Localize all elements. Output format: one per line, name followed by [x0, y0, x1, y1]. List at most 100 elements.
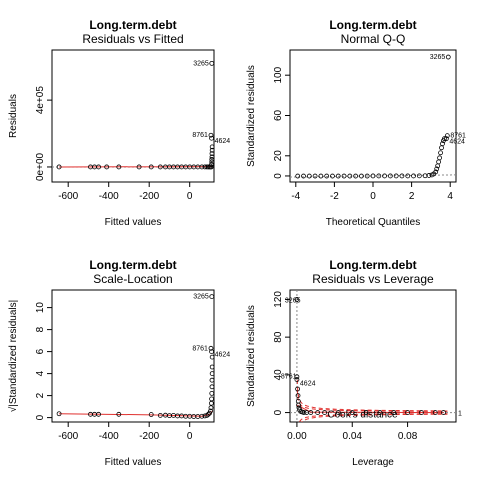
data-point — [104, 164, 110, 170]
y-tick-label: 4e+05 — [35, 86, 46, 115]
data-point — [148, 164, 154, 170]
data-point — [364, 173, 370, 179]
data-point — [116, 411, 122, 417]
y-tick-label: 0e+00 — [35, 152, 46, 181]
plot-frame — [289, 289, 457, 423]
x-tick-label: -200 — [139, 431, 159, 442]
data-point — [436, 159, 442, 165]
data-point — [301, 410, 307, 415]
y-tick-label: 6 — [35, 348, 46, 354]
outlier-label: 4624 — [215, 138, 231, 145]
x-tick-label: 2 — [409, 191, 415, 202]
cooks-contour-upper — [296, 379, 448, 412]
x-tick-label: 0 — [187, 431, 193, 442]
data-point — [405, 173, 411, 179]
data-point — [411, 173, 416, 179]
data-point — [359, 173, 364, 179]
data-point — [208, 405, 214, 411]
data-point — [56, 164, 62, 170]
y-tick-label: 8 — [35, 326, 46, 332]
chart-subtitle: Residuals vs Leverage — [312, 272, 434, 286]
data-point — [207, 410, 212, 416]
data-point — [116, 164, 122, 170]
plot-area — [290, 290, 456, 422]
outlier-label: 3265 — [193, 60, 209, 67]
data-point — [322, 410, 327, 415]
x-axis-label: Leverage — [352, 457, 394, 468]
y-tick-label: 100 — [273, 66, 284, 83]
y-tick-label: 4 — [35, 370, 46, 376]
data-point — [209, 349, 214, 355]
data-point — [208, 345, 214, 351]
x-axis-label: Fitted values — [105, 457, 162, 468]
data-point — [209, 157, 214, 162]
outlier-label: 8761 — [281, 374, 297, 381]
data-point — [318, 173, 324, 179]
x-tick-label: -400 — [99, 191, 119, 202]
outlier-label: 8761 — [450, 133, 466, 140]
chart-subtitle: Residuals vs Fitted — [82, 32, 183, 46]
x-tick-label: 0 — [370, 191, 376, 202]
y-axis-label: Residuals — [8, 94, 19, 138]
data-point — [440, 141, 445, 147]
data-point — [157, 412, 163, 418]
x-tick-label: 4 — [447, 191, 453, 202]
smooth-line — [59, 410, 213, 417]
data-point — [209, 154, 214, 160]
data-point — [444, 133, 450, 139]
data-point — [353, 173, 359, 179]
data-point — [209, 162, 214, 167]
x-tick-label: 0.00 — [287, 431, 307, 442]
data-point — [370, 173, 376, 179]
data-point — [393, 173, 399, 179]
data-point — [208, 408, 213, 414]
x-tick-label: 0.04 — [343, 431, 363, 442]
outlier-label: 4624 — [300, 381, 316, 388]
data-point — [148, 412, 154, 417]
y-axis-label: √|Standardized residuals| — [7, 300, 19, 412]
data-point — [209, 354, 214, 360]
data-point — [209, 364, 214, 370]
chart-subtitle: Normal Q-Q — [341, 32, 406, 46]
data-point — [209, 396, 214, 402]
data-point — [405, 410, 410, 415]
data-point — [312, 173, 318, 179]
data-point — [209, 159, 214, 165]
y-tick-label: 2 — [35, 392, 46, 398]
plot-frame — [51, 49, 215, 183]
data-point — [209, 377, 214, 383]
data-point — [442, 136, 447, 142]
data-point — [347, 173, 353, 179]
data-point — [426, 173, 432, 178]
data-point — [208, 400, 214, 406]
outlier-label: 8761 — [192, 345, 208, 352]
data-point — [205, 411, 211, 417]
data-point — [437, 155, 442, 161]
plot-area — [290, 54, 456, 179]
y-axis-label: Standardized residuals — [246, 305, 257, 407]
data-point — [330, 173, 335, 179]
data-point — [416, 173, 422, 179]
data-point — [315, 410, 321, 415]
outlier-label: 3265 — [430, 54, 446, 61]
y-tick-label: 40 — [273, 369, 284, 381]
y-tick-label: 120 — [273, 291, 284, 308]
data-point — [445, 54, 451, 60]
data-point — [209, 151, 214, 156]
data-point — [294, 377, 300, 382]
data-point — [209, 384, 214, 390]
data-point — [209, 391, 214, 396]
data-point — [208, 132, 214, 138]
x-tick-label: 0 — [187, 191, 193, 202]
y-tick-label: 20 — [273, 150, 284, 162]
data-point — [439, 145, 444, 151]
y-tick-label: 0 — [273, 173, 284, 179]
data-point — [208, 164, 214, 170]
y-tick-label: 0 — [273, 409, 284, 415]
plot-frame — [51, 289, 215, 423]
